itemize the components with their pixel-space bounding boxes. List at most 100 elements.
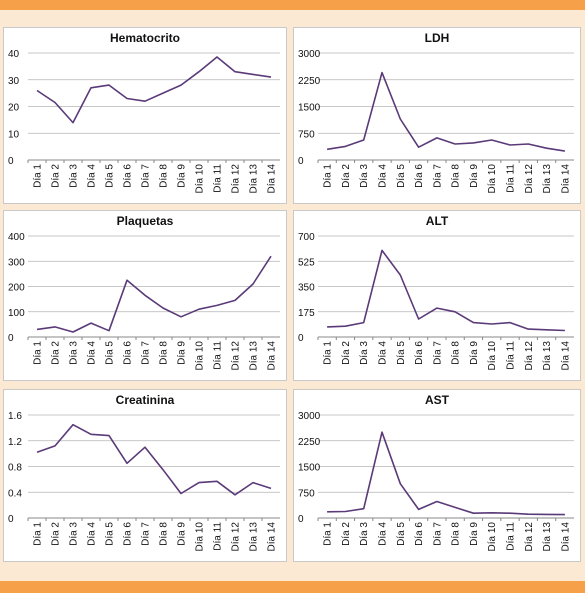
chart-title: Creatinina — [115, 393, 175, 407]
x-tick-label: Día 1 — [323, 341, 334, 365]
chart-plot: 0 10 20 30 40 Día 1 Día 2 Día 3 Día 4 Día 5 Día 6 D… — [8, 49, 280, 194]
chart-panel-hematocrito: Hematocrito 0 10 20 30 40 Día 1 Día 2 Día 3 Día … — [3, 27, 287, 204]
series-line — [36, 56, 272, 124]
chart-panel-ast: AST 0 750 1500 2250 3000 Día 1 Día 2 Día 3 Día 4… — [293, 389, 581, 562]
y-tick-label: 1.2 — [8, 437, 22, 448]
y-tick-label: 20 — [8, 103, 20, 114]
x-tick-label: Día 12 — [231, 164, 242, 194]
series-line — [327, 249, 565, 332]
y-tick-label: 0 — [298, 156, 304, 167]
x-tick-label: Día 14 — [560, 522, 571, 552]
chart-plot: 0 750 1500 2250 3000 Día 1 Día 2 Día 3 Día 4 Día … — [298, 49, 574, 194]
x-tick-label: Día 6 — [123, 164, 134, 188]
x-tick-label: Día 8 — [451, 164, 462, 188]
x-tick-label: Día 11 — [506, 522, 517, 551]
y-tick-label: 2250 — [298, 437, 321, 448]
y-tick-label: 2250 — [298, 76, 321, 87]
bottom-accent-bar — [0, 581, 585, 593]
x-tick-label: Día 7 — [141, 341, 152, 365]
x-tick-label: Día 3 — [69, 164, 80, 188]
x-tick-label: Día 7 — [432, 522, 443, 546]
x-tick-label: Día 1 — [33, 164, 44, 188]
chart-plot: 0 100 200 300 400 Día 1 Día 2 Día 3 Día 4 Día 5 Dí… — [8, 232, 280, 371]
x-tick-label: Día 11 — [213, 522, 224, 551]
x-tick-label: Día 4 — [87, 522, 98, 546]
x-tick-label: Día 9 — [469, 164, 480, 188]
x-tick-label: Día 7 — [432, 341, 443, 365]
x-tick-label: Día 8 — [451, 341, 462, 365]
x-tick-label: Día 2 — [341, 341, 352, 365]
x-tick-label: Día 5 — [396, 341, 407, 365]
x-tick-label: Día 10 — [195, 164, 206, 194]
chart-panel-creatinina: Creatinina 0 0.4 0.8 1.2 1.6 Día 1 Día 2 Día 3 D… — [3, 389, 287, 562]
x-tick-label: Día 12 — [524, 164, 535, 194]
x-tick-label: Día 9 — [177, 341, 188, 365]
x-tick-label: Día 8 — [159, 341, 170, 365]
x-tick-label: Día 8 — [451, 522, 462, 546]
chart-title: Plaquetas — [116, 214, 174, 228]
series-line — [36, 423, 272, 496]
x-tick-label: Día 1 — [323, 164, 334, 188]
x-tick-label: Día 11 — [506, 341, 517, 370]
x-tick-label: Día 2 — [51, 522, 62, 546]
x-tick-label: Día 11 — [213, 341, 224, 370]
y-tick-label: 200 — [8, 283, 25, 294]
x-tick-label: Día 11 — [213, 164, 224, 193]
x-tick-label: Día 3 — [69, 341, 80, 365]
y-tick-label: 3000 — [298, 49, 321, 60]
x-tick-label: Día 4 — [378, 164, 389, 188]
x-tick-label: Día 5 — [105, 341, 116, 365]
y-tick-label: 350 — [298, 283, 315, 294]
x-tick-label: Día 2 — [341, 164, 352, 188]
x-tick-label: Día 8 — [159, 522, 170, 546]
x-tick-label: Día 10 — [195, 522, 206, 552]
y-tick-label: 10 — [8, 129, 20, 140]
chart-plot: 0 750 1500 2250 3000 Día 1 Día 2 Día 3 Día 4 Día … — [298, 411, 574, 552]
y-tick-label: 0 — [298, 514, 304, 525]
y-tick-label: 175 — [298, 308, 315, 319]
x-tick-label: Día 13 — [542, 341, 553, 371]
x-tick-label: Día 4 — [378, 522, 389, 546]
x-tick-label: Día 10 — [487, 522, 498, 552]
x-tick-label: Día 7 — [432, 164, 443, 188]
x-tick-label: Día 13 — [249, 522, 260, 552]
x-tick-label: Día 9 — [177, 522, 188, 546]
y-tick-label: 525 — [298, 257, 315, 268]
x-tick-label: Día 6 — [414, 522, 425, 546]
y-tick-label: 0 — [8, 514, 14, 525]
y-tick-label: 700 — [298, 232, 315, 243]
x-tick-label: Día 5 — [105, 522, 116, 546]
x-tick-label: Día 3 — [359, 164, 370, 188]
x-tick-label: Día 12 — [524, 341, 535, 371]
x-tick-label: Día 14 — [267, 341, 278, 371]
x-tick-label: Día 14 — [560, 164, 571, 194]
chart-panel-alt: ALT 0 175 350 525 700 Día 1 Día 2 Día 3 Día 4 Día… — [293, 210, 581, 381]
y-tick-label: 0.4 — [8, 488, 22, 499]
x-tick-label: Día 2 — [341, 522, 352, 546]
series-line — [36, 255, 272, 333]
x-tick-label: Día 10 — [195, 341, 206, 371]
x-tick-label: Día 9 — [177, 164, 188, 188]
y-tick-label: 750 — [298, 488, 315, 499]
x-tick-label: Día 14 — [267, 522, 278, 552]
x-tick-label: Día 2 — [51, 341, 62, 365]
x-tick-label: Día 4 — [378, 341, 389, 365]
y-tick-label: 40 — [8, 49, 20, 60]
x-tick-label: Día 10 — [487, 164, 498, 194]
chart-title: Hematocrito — [109, 31, 180, 45]
chart-plot: 0 0.4 0.8 1.2 1.6 Día 1 Día 2 Día 3 Día 4 Día 5 Dí… — [8, 411, 280, 552]
chart-title: AST — [425, 393, 449, 407]
y-tick-label: 400 — [8, 232, 25, 243]
y-tick-label: 1.6 — [8, 411, 22, 422]
x-tick-label: Día 6 — [414, 341, 425, 365]
y-tick-label: 0 — [298, 333, 304, 344]
x-tick-label: Día 14 — [267, 164, 278, 194]
x-tick-label: Día 1 — [323, 522, 334, 546]
y-tick-label: 1500 — [298, 103, 321, 114]
x-tick-label: Día 7 — [141, 522, 152, 546]
x-tick-label: Día 13 — [249, 341, 260, 371]
x-tick-label: Día 4 — [87, 164, 98, 188]
x-tick-label: Día 1 — [33, 341, 44, 365]
x-tick-label: Día 9 — [469, 341, 480, 365]
series-line — [327, 431, 565, 516]
